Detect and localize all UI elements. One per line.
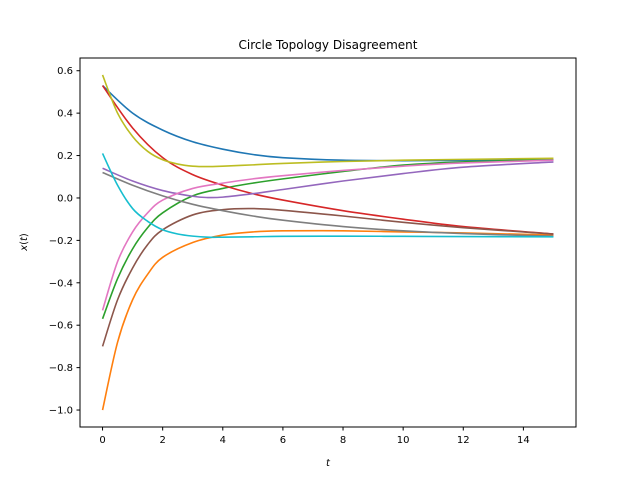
axes-frame: [79, 57, 577, 428]
chart-title: Circle Topology Disagreement: [239, 38, 418, 52]
y-tick-label: −0.8: [49, 363, 73, 374]
y-tick-label: −0.6: [49, 321, 73, 332]
x-tick-label: 10: [397, 435, 410, 446]
series-line-7: [101, 159, 554, 311]
x-tick-label: 6: [280, 435, 286, 446]
x-tick-label: 4: [220, 435, 226, 446]
y-tick-label: −0.2: [49, 236, 73, 247]
series-layer: [101, 74, 554, 411]
series-line-8: [102, 171, 554, 237]
x-tick-label: 2: [159, 435, 165, 446]
y-tick-label: −1.0: [49, 406, 73, 417]
series-line-5: [102, 161, 554, 199]
x-tick-label: 8: [340, 435, 346, 446]
series-line-9: [101, 74, 554, 168]
y-axis-label: x(t): [19, 233, 30, 252]
series-line-2: [101, 229, 554, 411]
y-tick-label: 0.0: [57, 193, 73, 204]
series-line-3: [101, 158, 554, 320]
x-axis-ticks: 0 2 4 6 8 10 12 14: [99, 427, 530, 446]
x-tick-label: 12: [457, 435, 470, 446]
y-axis-ticks: 0.6 0.4 0.2 0.0 −0.2 −0.4 −0.6 −0.8 −1.0: [49, 66, 80, 417]
y-tick-label: −0.4: [49, 278, 73, 289]
series-line-10: [101, 153, 554, 239]
series-line-1: [102, 84, 554, 162]
x-tick-label: 14: [517, 435, 530, 446]
series-line-6: [101, 207, 554, 347]
y-tick-label: 0.6: [57, 66, 73, 77]
y-tick-label: 0.4: [57, 109, 73, 120]
plot-area: [80, 58, 576, 427]
x-axis-label: t: [326, 458, 331, 469]
y-tick-label: 0.2: [57, 151, 73, 162]
x-tick-label: 0: [99, 435, 105, 446]
